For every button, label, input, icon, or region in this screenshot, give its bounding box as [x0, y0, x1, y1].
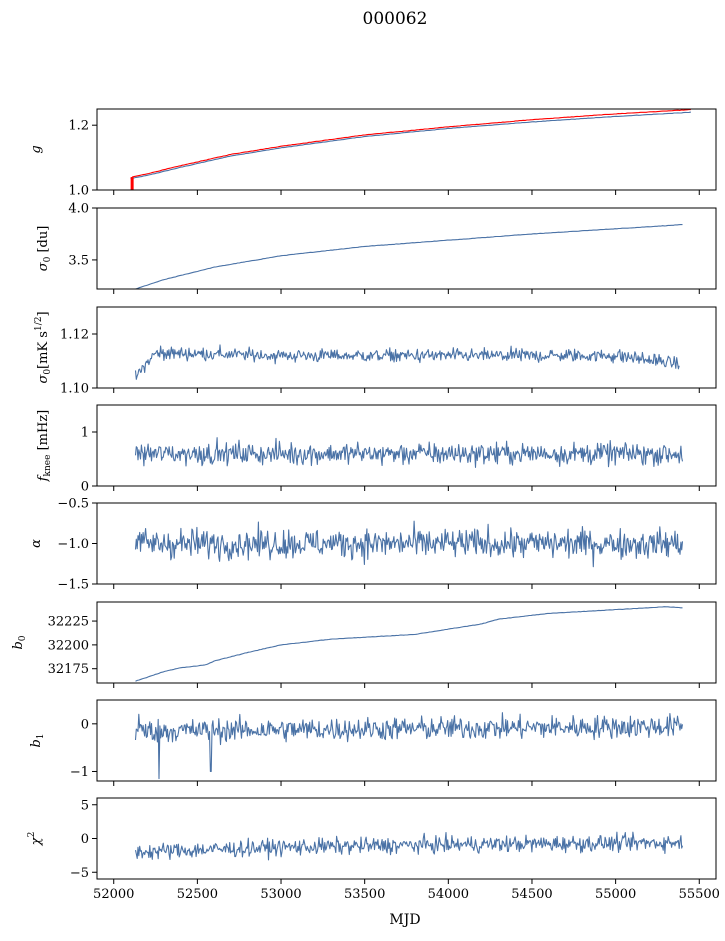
- panel-frame: [96, 207, 717, 290]
- panel-7: −1 0 b1: [29, 699, 717, 786]
- panel-6: 32175 32200 32225 b0: [11, 601, 717, 688]
- y-tick-label: 4.0: [68, 202, 89, 217]
- y-axis-label: α: [29, 539, 44, 548]
- panel-8: −5 0 5 52000 52500 53000 53500 54000 54500 55000 5…: [27, 797, 720, 902]
- x-axis-label: MJD: [389, 912, 420, 928]
- y-axis-label: σ0[mK s1/2]: [34, 311, 53, 383]
- y-tick-label: −1.5: [57, 578, 89, 593]
- y-axis-label: b1: [29, 733, 46, 747]
- panel-frame: [96, 699, 717, 782]
- series-line-3-1: [134, 344, 680, 380]
- y-tick-label: 1.2: [68, 119, 89, 134]
- x-tick-label: 54500: [511, 887, 552, 902]
- y-tick-label: 1.0: [68, 184, 89, 199]
- panel-frame: [96, 797, 717, 880]
- panel-3: 1.10 1.12 σ0[mK s1/2]: [34, 306, 717, 397]
- series-line-1-2: [131, 109, 691, 178]
- y-tick-label: −1.0: [57, 537, 89, 552]
- y-axis-label: χ2: [27, 832, 44, 847]
- series-line-4-1: [134, 437, 684, 468]
- y-tick-label: 3.5: [68, 253, 89, 268]
- y-tick-label: −1: [70, 765, 89, 780]
- panel-1: 1.0 1.2 g: [29, 108, 717, 199]
- y-axis-label: fknee [mHz]: [36, 410, 53, 483]
- panel-frame: [96, 404, 717, 487]
- y-tick-label: 0: [81, 832, 89, 847]
- panel-2: 3.5 4.0 σ0 [du]: [36, 202, 717, 294]
- x-tick-label: 53000: [260, 887, 301, 902]
- x-tick-label: 53500: [344, 887, 385, 902]
- y-tick-label: 0: [81, 480, 89, 495]
- x-tick-label: 52500: [177, 887, 218, 902]
- panel-frame: [96, 601, 717, 684]
- chart-title: 000062: [363, 9, 428, 29]
- x-tick-label: 55500: [679, 887, 720, 902]
- y-axis-label: g: [29, 145, 44, 153]
- panel-frame: [96, 108, 717, 191]
- x-tick-label: 52000: [93, 887, 134, 902]
- y-tick-label: 5: [81, 798, 89, 813]
- series-line-8-1: [134, 831, 684, 861]
- y-axis-label: b0: [11, 635, 28, 649]
- panel-5: −1.5 −1.0 −0.5 α: [29, 497, 717, 593]
- y-tick-label: 1: [81, 426, 89, 441]
- y-tick-label: 32175: [48, 662, 89, 677]
- y-tick-label: 32200: [48, 638, 89, 653]
- y-tick-label: 0: [81, 717, 89, 732]
- series-line-6-1: [135, 606, 683, 682]
- x-tick-label: 55000: [595, 887, 636, 902]
- series-line-2-1: [135, 224, 683, 289]
- y-tick-label: 1.12: [60, 328, 89, 343]
- y-tick-label: 32225: [48, 615, 89, 630]
- series-line-5-1: [134, 520, 684, 568]
- y-tick-label: −0.5: [57, 497, 89, 512]
- panel-4: 0 1 fknee [mHz]: [36, 404, 717, 495]
- y-tick-label: 1.10: [60, 382, 89, 397]
- panel-frame: [96, 306, 717, 389]
- series-line-7-1: [134, 712, 684, 780]
- series-line-1-1: [130, 111, 691, 180]
- y-axis-label: σ0 [du]: [36, 226, 53, 272]
- y-tick-label: −5: [70, 866, 89, 881]
- chart-panels: 1.0 1.2 g 3.5 4.0 σ0 [du] 1.10 1.12 σ0[mK s1/2] 0…: [11, 108, 720, 902]
- x-tick-label: 54000: [428, 887, 469, 902]
